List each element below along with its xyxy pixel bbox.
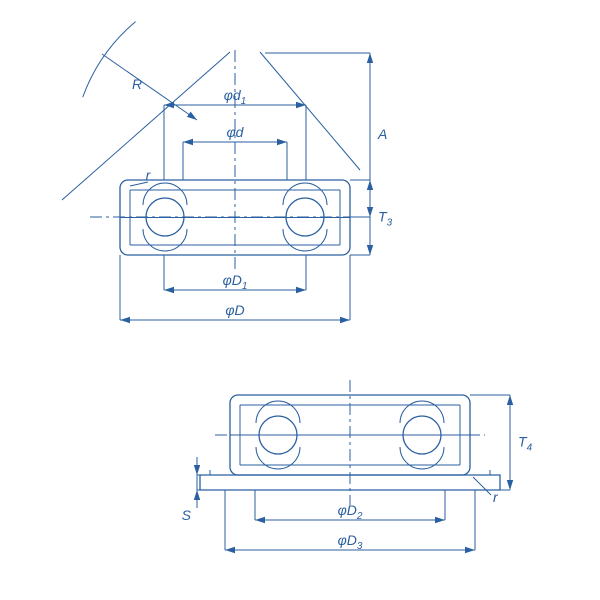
R-label: R: [132, 76, 142, 92]
T3-dim: T3: [378, 209, 393, 229]
d-dim: φd: [227, 124, 245, 140]
D2-dim: φD2: [338, 502, 363, 522]
r-bottom-label: r: [493, 489, 499, 505]
D3-dim: φD3: [338, 532, 363, 552]
bearing-diagram: rφd1φdφD1φDAT3RT4rφD2φD3S: [0, 0, 600, 600]
D-dim: φD: [225, 302, 244, 318]
T4-dim: T4: [518, 434, 533, 454]
S-label: S: [182, 507, 192, 523]
A-dim: A: [377, 126, 387, 142]
D1-dim: φD1: [223, 272, 248, 292]
